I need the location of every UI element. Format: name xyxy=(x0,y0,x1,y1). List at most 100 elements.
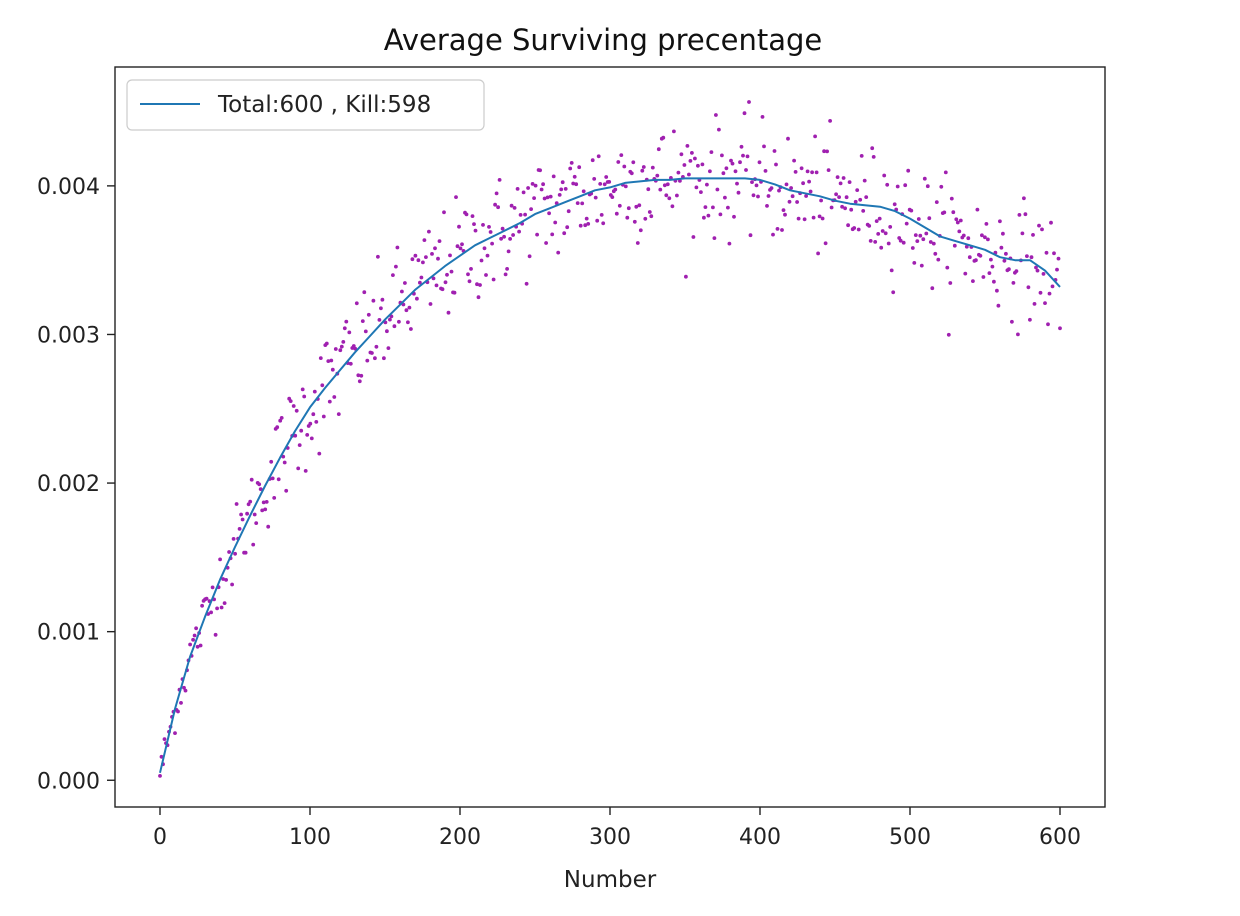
scatter-point xyxy=(366,312,371,317)
scatter-point xyxy=(209,610,214,615)
scatter-point xyxy=(619,153,624,158)
scatter-point xyxy=(240,517,245,522)
scatter-point xyxy=(1020,231,1025,236)
scatter-point xyxy=(820,216,825,221)
scatter-point xyxy=(406,320,410,325)
scatter-point xyxy=(738,160,742,165)
scatter-point xyxy=(188,642,193,647)
scatter-point xyxy=(436,256,440,261)
scatter-point xyxy=(954,217,959,222)
scatter-point xyxy=(750,180,754,185)
scatter-point xyxy=(849,207,854,212)
scatter-point xyxy=(658,187,663,192)
scatter-point xyxy=(828,119,832,123)
scatter-point xyxy=(942,210,947,215)
scatter-point xyxy=(403,281,407,285)
y-tick-label: 0.000 xyxy=(37,769,100,794)
scatter-point xyxy=(195,644,200,649)
scatter-point xyxy=(288,399,293,403)
scatter-point xyxy=(506,249,511,254)
scatter-point xyxy=(745,154,750,159)
scatter-point xyxy=(617,203,622,208)
scatter-point xyxy=(829,205,834,210)
scatter-point xyxy=(521,190,526,195)
scatter-point xyxy=(870,146,875,151)
scatter-point xyxy=(1004,251,1008,256)
scatter-point xyxy=(243,550,248,555)
scatter-point xyxy=(472,222,476,227)
scatter-point xyxy=(819,198,823,203)
scatter-point xyxy=(475,282,479,287)
scatter-point xyxy=(508,237,512,241)
scatter-point xyxy=(473,228,478,233)
scatter-point xyxy=(365,358,370,363)
scatter-point xyxy=(284,488,289,493)
scatter-point xyxy=(517,229,521,234)
scatter-point xyxy=(708,169,712,174)
scatter-point xyxy=(467,279,472,284)
scatter-point xyxy=(568,166,573,171)
scatter-point xyxy=(844,195,849,200)
scatter-point xyxy=(813,134,817,139)
scatter-point xyxy=(688,159,693,163)
scatter-point xyxy=(895,184,900,189)
scatter-point xyxy=(231,537,236,541)
scatter-point xyxy=(647,210,652,214)
scatter-point xyxy=(391,273,395,277)
scatter-point xyxy=(939,184,944,189)
scatter-point xyxy=(470,214,475,219)
scatter-point xyxy=(419,275,424,280)
scatter-point xyxy=(1052,251,1056,256)
scatter-point xyxy=(664,193,669,198)
scatter-point xyxy=(487,225,491,229)
scatter-point xyxy=(840,204,844,209)
scatter-point xyxy=(751,193,756,198)
scatter-point xyxy=(903,183,908,188)
scatter-point xyxy=(395,245,400,250)
scatter-point xyxy=(418,280,422,285)
scatter-point xyxy=(469,267,473,271)
scatter-point xyxy=(626,206,631,211)
scatter-point xyxy=(696,163,700,168)
scatter-point xyxy=(717,127,721,132)
scatter-point xyxy=(980,233,984,238)
scatter-point xyxy=(449,269,454,274)
scatter-point xyxy=(427,229,431,234)
scatter-point xyxy=(263,507,268,512)
scatter-point xyxy=(886,241,891,246)
scatter-point xyxy=(834,192,838,197)
scatter-point xyxy=(742,111,747,116)
scatter-point xyxy=(351,344,356,348)
y-tick-label: 0.004 xyxy=(37,175,100,200)
scatter-point xyxy=(859,154,864,158)
scatter-point xyxy=(324,341,329,346)
scatter-point xyxy=(825,149,829,154)
scatter-point xyxy=(855,188,860,193)
scatter-point xyxy=(1028,317,1032,322)
scatter-point xyxy=(308,421,313,426)
scatter-point xyxy=(338,348,343,353)
scatter-point xyxy=(270,476,275,481)
scatter-point xyxy=(981,275,986,279)
scatter-point xyxy=(635,241,640,245)
scatter-point xyxy=(464,212,469,217)
scatter-point xyxy=(864,195,869,200)
scatter-point xyxy=(560,180,565,185)
scatter-point xyxy=(927,216,932,221)
scatter-point xyxy=(760,115,765,119)
scatter-point xyxy=(1043,301,1047,305)
scatter-point xyxy=(1055,267,1059,272)
scatter-point xyxy=(805,169,810,174)
scatter-point xyxy=(302,394,307,399)
scatter-point xyxy=(466,272,470,277)
scatter-point xyxy=(583,223,588,228)
scatter-point xyxy=(898,238,903,243)
scatter-point xyxy=(835,175,840,180)
scatter-point xyxy=(955,220,960,225)
scatter-point xyxy=(871,155,876,159)
scatter-point xyxy=(416,258,421,263)
scatter-point xyxy=(326,359,331,363)
scatter-point xyxy=(904,221,909,226)
scatter-point xyxy=(711,205,715,210)
scatter-point xyxy=(992,279,996,284)
